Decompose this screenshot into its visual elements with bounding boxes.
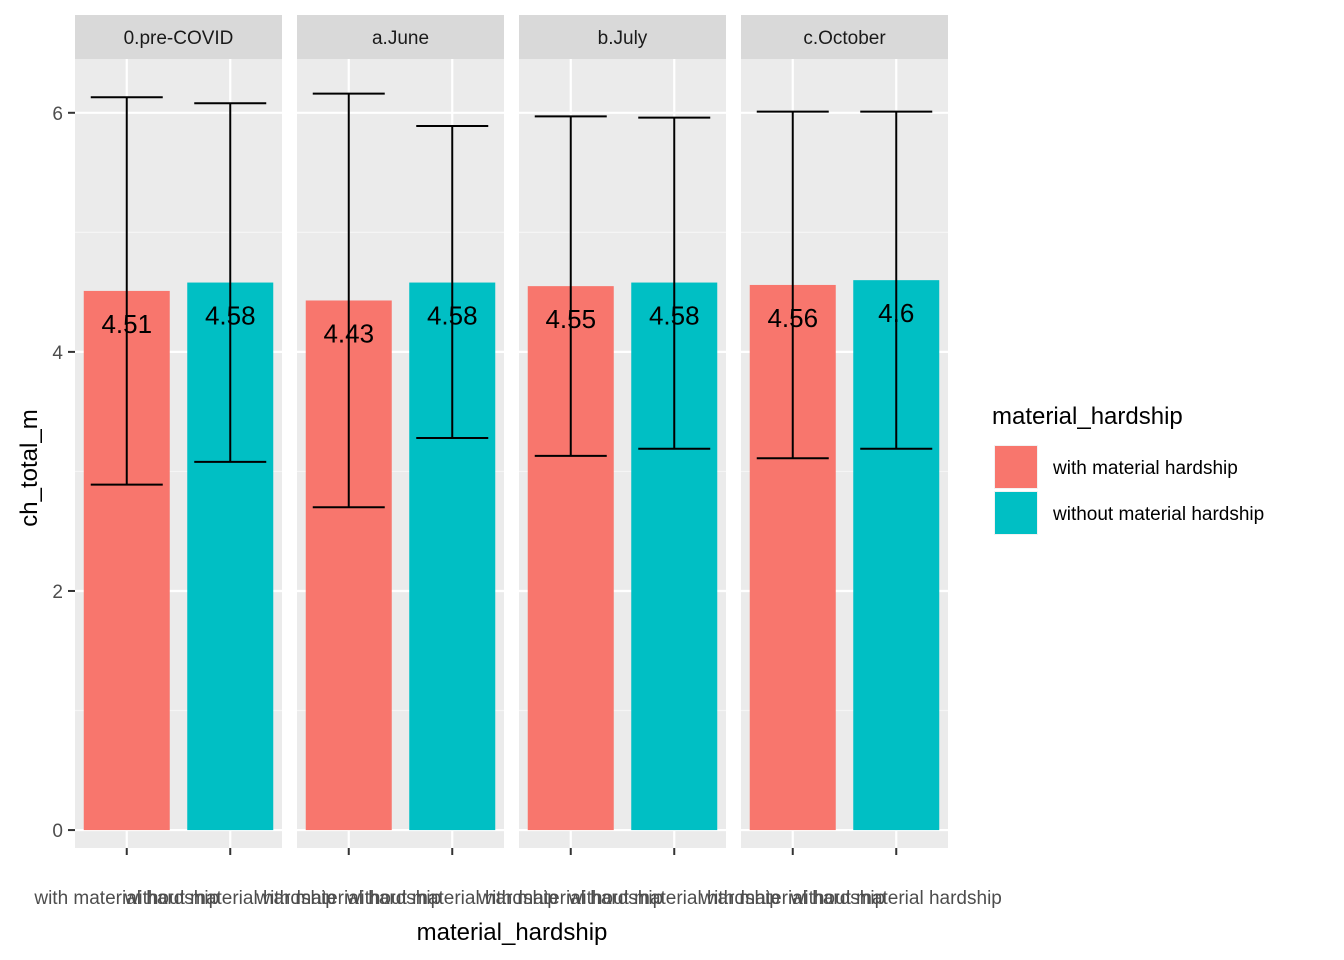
facet-label: c.October (803, 28, 886, 49)
x-tick-label: with material hardship (33, 888, 219, 909)
x-tick-label: without material hardship (790, 888, 1002, 909)
facet-label: 0.pre-COVID (124, 28, 234, 49)
legend-title: material_hardship (992, 403, 1183, 430)
facet-panel-0: 0.pre-COVID 4.51 with material hardship 4.5… (33, 15, 336, 909)
y-tick-label: 6 (52, 104, 63, 125)
data-label: 4.55 (545, 304, 596, 334)
legend-key (995, 446, 1037, 488)
facet-strip (297, 15, 504, 59)
facet-label: b.July (598, 28, 648, 49)
data-label: 4.51 (101, 309, 152, 339)
legend-key (995, 492, 1037, 534)
facet-panels: 0.pre-COVID 4.51 with material hardship 4.5… (33, 15, 1002, 909)
legend-label: without material hardship (1052, 504, 1264, 525)
data-label: 4.56 (767, 303, 818, 333)
facet-strip (741, 15, 948, 59)
facet-panel-1: a.June 4.43 with material hardship 4.58 with… (255, 15, 558, 909)
y-tick-label: 4 (52, 343, 63, 364)
y-tick-label: 0 (52, 821, 63, 842)
x-tick-label: without material hardship (568, 888, 780, 909)
x-tick-label: with material hardship (477, 888, 663, 909)
facet-panel-2: b.July 4.55 with material hardship 4.58 with… (477, 15, 780, 909)
facet-panel-3: c.October 4.56 with material hardship 4.6 wi… (699, 15, 1002, 909)
facet-label: a.June (372, 28, 429, 49)
facet-strip (519, 15, 726, 59)
data-label: 4.58 (649, 301, 700, 331)
x-tick-label: with material hardship (699, 888, 885, 909)
legend-label: with material hardship (1052, 458, 1238, 479)
x-tick-label: without material hardship (346, 888, 558, 909)
facet-strip (75, 15, 282, 59)
y-axis-title: ch_total_m (16, 409, 43, 526)
data-label: 4.58 (427, 301, 478, 331)
data-label: 4.43 (323, 318, 374, 348)
y-axis: 0 2 4 6 (52, 104, 75, 842)
data-label: 4.58 (205, 301, 256, 331)
data-label: 4.6 (878, 298, 914, 328)
x-axis-title: material_hardship (417, 919, 608, 946)
x-tick-label: with material hardship (255, 888, 441, 909)
y-tick-label: 2 (52, 582, 63, 603)
x-tick-label: without material hardship (124, 888, 336, 909)
